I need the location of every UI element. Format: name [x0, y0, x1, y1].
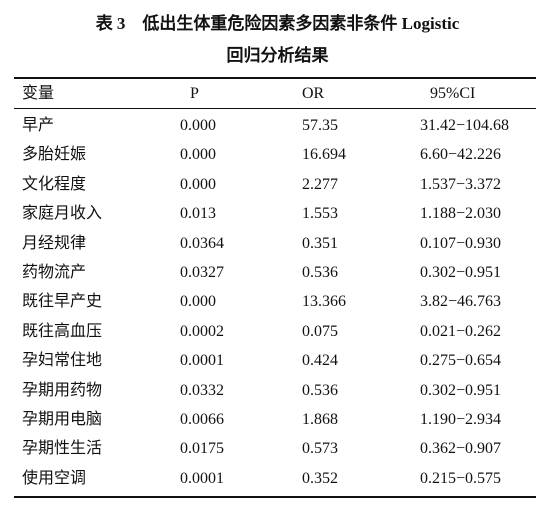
header-cell: 变量	[22, 85, 55, 102]
row-label: 既往高血压	[22, 322, 103, 340]
cell: 0.0327	[180, 264, 224, 281]
cell: 1.868	[302, 411, 338, 428]
row-label: 早产	[22, 117, 55, 134]
cell: 0.536	[302, 381, 338, 399]
header-cell: 95%CI	[430, 85, 476, 102]
cell: 0.000	[180, 146, 216, 164]
cell: 0.021−0.262	[420, 322, 502, 340]
cell: 0.000	[180, 117, 216, 134]
row-label: 文化程度	[22, 175, 87, 193]
cell: 0.352	[302, 469, 338, 487]
cell: 0.215−0.575	[420, 469, 502, 487]
cell: 0.0332	[180, 381, 224, 399]
cell: 1.190−2.934	[420, 411, 502, 428]
cell: 0.107−0.930	[420, 234, 502, 252]
cell: 0.0001	[180, 469, 224, 487]
cell: 0.362−0.907	[420, 440, 502, 458]
row-label: 多胎妊娠	[22, 146, 87, 164]
top-rule	[14, 77, 536, 79]
cell: 1.553	[302, 205, 338, 223]
row-label: 使用空调	[22, 469, 87, 487]
row-label: 孕妇常住地	[22, 352, 103, 370]
cell: 31.42−104.68	[420, 117, 510, 134]
cell: 0.0001	[180, 352, 224, 370]
cell: 0.275−0.654	[420, 352, 502, 370]
cell: 1.537−3.372	[420, 175, 502, 193]
cell: 0.351	[302, 234, 338, 252]
table-title: 表 3 低出生体重危险因素多因素非条件 Logistic	[95, 14, 460, 33]
cell: 0.013	[180, 205, 216, 223]
cell: 57.35	[302, 117, 338, 134]
row-label: 既往早产史	[22, 293, 103, 311]
cell: 0.302−0.951	[420, 264, 502, 281]
cell: 0.0364	[180, 234, 224, 252]
row-label: 孕期用电脑	[22, 411, 103, 428]
row-label: 孕期性生活	[22, 440, 103, 458]
cell: 3.82−46.763	[420, 293, 502, 311]
row-label: 孕期用药物	[22, 381, 103, 399]
cell: 1.188−2.030	[420, 205, 502, 223]
cell: 0.302−0.951	[420, 381, 502, 399]
cell: 0.000	[180, 175, 216, 193]
row-label: 药物流产	[22, 264, 87, 281]
cell: 0.0066	[180, 411, 224, 428]
cell: 2.277	[302, 175, 338, 193]
cell: 0.0175	[180, 440, 224, 458]
cell: 13.366	[302, 293, 346, 311]
cell: 16.694	[302, 146, 346, 164]
cell: 0.536	[302, 264, 338, 281]
row-label: 月经规律	[22, 234, 87, 252]
header-cell: P	[190, 85, 199, 102]
cell: 0.0002	[180, 322, 224, 340]
cell: 6.60−42.226	[420, 146, 502, 164]
row-label: 家庭月收入	[22, 205, 103, 223]
bottom-rule	[14, 496, 536, 498]
header-cell: OR	[302, 85, 325, 102]
cell: 0.573	[302, 440, 338, 458]
cell: 0.000	[180, 293, 216, 311]
header-rule	[14, 108, 536, 109]
table-title: 回归分析结果	[226, 46, 329, 65]
cell: 0.075	[302, 322, 338, 340]
cell: 0.424	[302, 352, 338, 370]
